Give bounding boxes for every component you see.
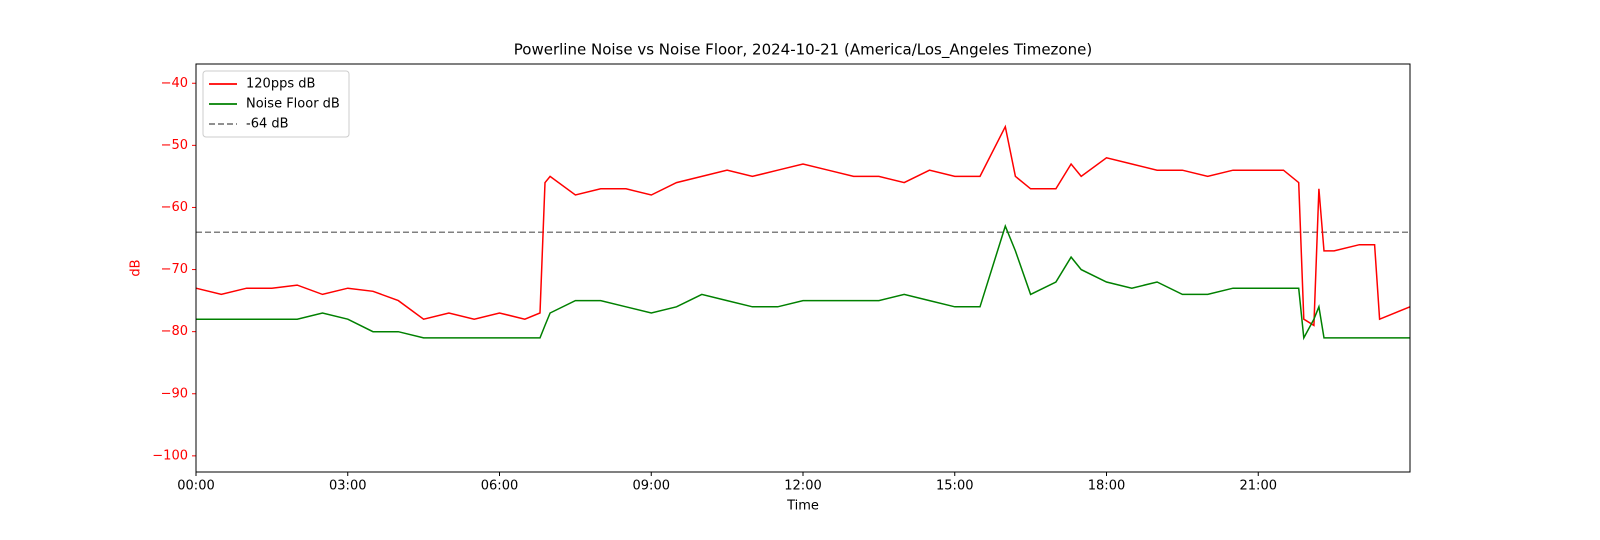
y-axis-label: dB <box>129 259 144 276</box>
y-tick-label: −70 <box>161 262 188 277</box>
x-tick-label: 18:00 <box>1088 479 1125 494</box>
x-tick-label: 00:00 <box>177 479 214 494</box>
x-tick-label: 06:00 <box>481 479 518 494</box>
data-line <box>196 223 1410 341</box>
y-tick-label: −60 <box>161 200 188 215</box>
x-tick-label: 12:00 <box>784 479 821 494</box>
legend-label: Noise Floor dB <box>246 97 340 112</box>
x-tick-label: 03:00 <box>329 479 366 494</box>
legend-label: 120pps dB <box>246 77 315 92</box>
y-tick-label: −40 <box>161 76 188 91</box>
data-line <box>195 124 1411 327</box>
legend-box <box>202 70 350 138</box>
chart-title: Powerline Noise vs Noise Floor, 2024-10-… <box>514 41 1092 60</box>
x-tick-label: 15:00 <box>936 479 973 494</box>
legend-label: -64 dB <box>246 117 289 132</box>
x-tick-label: 21:00 <box>1240 479 1277 494</box>
y-tick-label: −80 <box>161 324 188 339</box>
y-tick-label: −90 <box>161 386 188 401</box>
plot-frame <box>195 63 1411 473</box>
x-tick-label: 09:00 <box>633 479 670 494</box>
y-tick-label: −100 <box>152 448 188 463</box>
y-tick-label: −50 <box>161 138 188 153</box>
x-axis-label: Time <box>786 499 819 514</box>
